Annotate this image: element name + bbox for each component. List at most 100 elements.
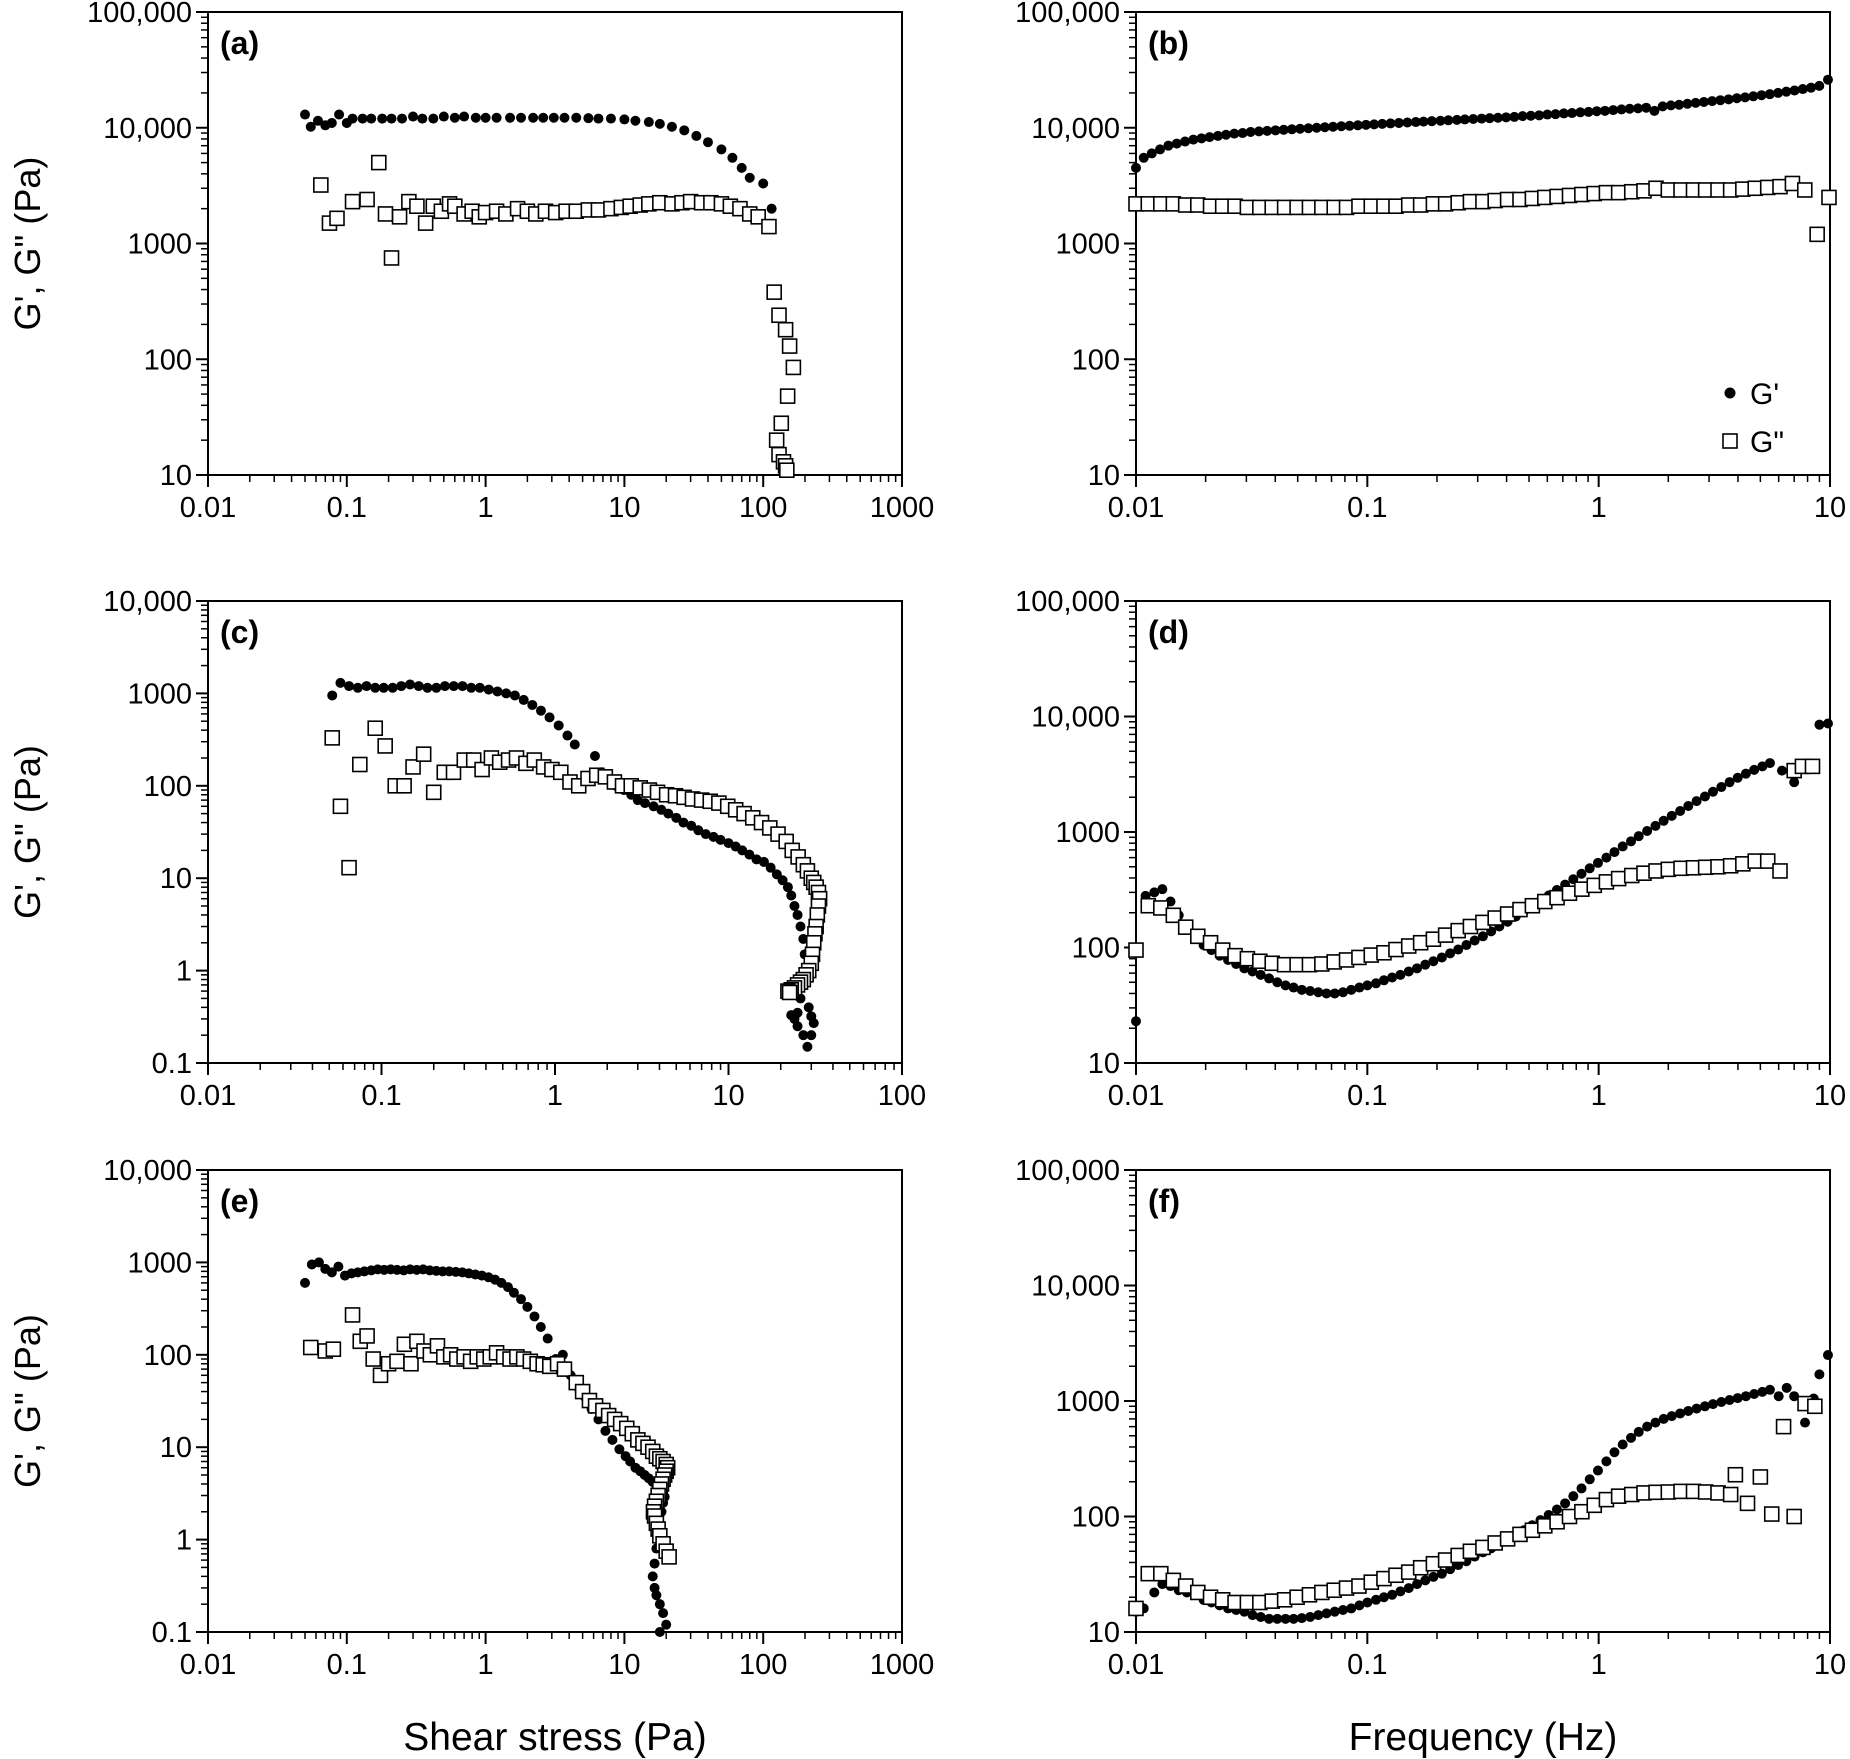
data-point-g-prime [663, 808, 674, 819]
data-point-g-double-prime [1821, 189, 1837, 206]
data-point-g-prime [1690, 97, 1701, 108]
data-point-g-prime [1426, 116, 1437, 127]
data-point-g-prime [1196, 133, 1207, 144]
data-point-g-prime [1278, 124, 1289, 135]
x-tick-label: 0.01 [180, 1080, 236, 1112]
data-point-g-prime [457, 681, 468, 692]
x-tick-label: 1 [1591, 1649, 1607, 1681]
data-point-g-double-prime [383, 250, 400, 266]
data-point-g-double-prime [1165, 907, 1182, 924]
data-point-g-prime [1698, 96, 1709, 107]
data-point-g-prime [666, 121, 677, 132]
data-point-g-prime [396, 681, 407, 692]
data-point-g-prime [1204, 132, 1215, 143]
data-point-g-prime [1740, 92, 1751, 103]
data-point-g-prime [643, 117, 654, 128]
data-point-g-prime [571, 112, 582, 123]
data-point-g-prime [1443, 115, 1454, 126]
data-point-g-prime [1806, 82, 1817, 93]
data-point-g-prime [1280, 980, 1291, 991]
x-tick-label: 1 [1591, 492, 1607, 524]
data-point-g-prime [1764, 1384, 1775, 1395]
data-point-g-prime [431, 682, 442, 693]
data-point-g-prime [1272, 977, 1283, 988]
data-point-g-prime [1608, 105, 1619, 116]
data-point-g-prime [803, 1002, 814, 1013]
data-point-g-prime [1822, 1350, 1833, 1361]
series-g-double-prime [302, 1307, 677, 1565]
panel-label: (f) [1148, 1183, 1180, 1219]
panel-b: 0.01 0.1 1 10 10 100 1000 10,000 100,000 (b) G' G" [1015, 0, 1846, 524]
data-point-g-prime [1757, 761, 1768, 772]
legend: G' G" [1722, 378, 1784, 459]
data-point-g-prime [798, 933, 809, 944]
data-point-g-prime [312, 115, 323, 126]
data-point-g-prime [326, 1267, 337, 1278]
data-point-g-prime [1568, 1491, 1579, 1502]
data-point-g-prime [1395, 1586, 1406, 1597]
data-point-g-prime [1509, 111, 1520, 122]
plot-frame [207, 1169, 903, 1633]
data-point-g-double-prime [785, 359, 802, 376]
data-point-g-prime [1764, 89, 1775, 100]
data-point-g-prime [1477, 931, 1488, 942]
data-point-g-prime [679, 125, 690, 136]
x-tick-label: 10 [712, 1080, 744, 1112]
data-point-g-prime [1675, 805, 1686, 816]
series-g-prime [1131, 1350, 1833, 1624]
x-tick-label: 1 [547, 1080, 563, 1112]
data-point-g-prime [1576, 868, 1587, 879]
data-point-g-prime [1764, 758, 1775, 769]
data-point-g-prime [654, 118, 665, 129]
data-point-g-prime [736, 162, 747, 173]
data-point-g-prime [1592, 857, 1603, 868]
data-point-g-prime [658, 1608, 669, 1619]
data-point-g-prime [1699, 1401, 1710, 1412]
data-point-g-double-prime [329, 210, 345, 227]
data-point-g-prime [1420, 959, 1431, 970]
data-point-g-prime [1155, 144, 1166, 155]
data-point-g-prime [1773, 1391, 1784, 1402]
data-point-g-prime [1800, 1417, 1811, 1428]
data-point-g-prime [327, 690, 338, 701]
data-point-g-prime [1362, 1597, 1373, 1608]
data-point-g-prime [1781, 86, 1792, 97]
plot-frame [1135, 600, 1831, 1064]
plot-frame [207, 11, 903, 476]
x-tick-label: 0.1 [361, 1080, 401, 1112]
data-point-g-prime [508, 1287, 519, 1298]
y-tick-label: 100 [144, 344, 192, 376]
data-point-g-double-prime [344, 1307, 361, 1323]
data-point-g-prime [528, 112, 539, 123]
y-tick-label: 100 [144, 771, 192, 803]
data-point-g-prime [1280, 1613, 1291, 1624]
data-point-g-prime [1756, 90, 1767, 101]
y-axis-title: G', G" (Pa) [7, 745, 48, 919]
data-point-g-prime [1451, 114, 1462, 125]
data-point-g-double-prime [352, 756, 368, 773]
data-point-g-prime [413, 681, 424, 692]
data-point-g-prime [715, 834, 726, 845]
data-point-g-prime [1542, 109, 1553, 120]
data-point-g-prime [716, 144, 727, 155]
data-point-g-prime [678, 817, 689, 828]
data-point-g-prime [1149, 1587, 1160, 1598]
data-point-g-prime [589, 751, 600, 762]
data-point-g-prime [1632, 103, 1643, 114]
data-point-g-double-prime [341, 859, 357, 876]
data-point-g-prime [1412, 963, 1423, 974]
data-point-g-double-prime [302, 1339, 319, 1356]
data-point-g-prime [1354, 1600, 1365, 1611]
data-point-g-prime [333, 1261, 344, 1272]
y-tick-label: 100,000 [1015, 0, 1120, 29]
data-point-g-prime [1575, 107, 1586, 118]
data-point-g-double-prime [1388, 941, 1404, 958]
data-point-g-double-prime [1739, 1495, 1756, 1512]
data-point-g-prime [559, 112, 570, 123]
data-point-g-double-prime [445, 764, 462, 781]
data-point-g-prime [492, 686, 503, 697]
data-point-g-prime [758, 856, 769, 867]
data-point-g-prime [1402, 117, 1413, 128]
data-point-g-prime [1814, 1369, 1825, 1380]
